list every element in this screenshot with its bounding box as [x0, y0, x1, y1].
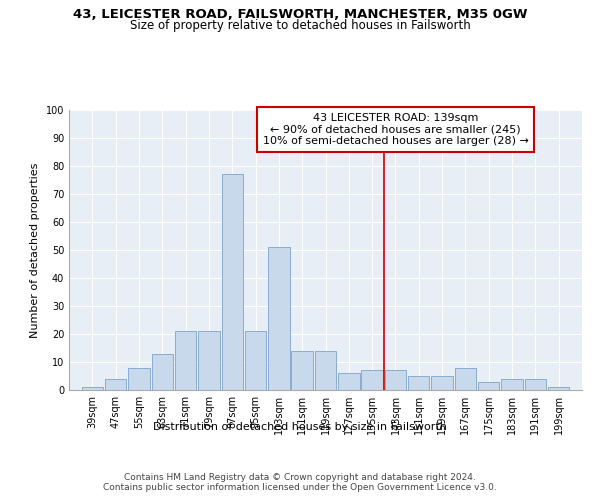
Bar — [408, 376, 430, 390]
Bar — [361, 370, 383, 390]
Bar — [385, 370, 406, 390]
Bar — [478, 382, 499, 390]
Y-axis label: Number of detached properties: Number of detached properties — [30, 162, 40, 338]
Text: 43 LEICESTER ROAD: 139sqm
← 90% of detached houses are smaller (245)
10% of semi: 43 LEICESTER ROAD: 139sqm ← 90% of detac… — [263, 113, 529, 146]
Text: Size of property relative to detached houses in Failsworth: Size of property relative to detached ho… — [130, 19, 470, 32]
Text: Contains HM Land Registry data © Crown copyright and database right 2024.: Contains HM Land Registry data © Crown c… — [124, 472, 476, 482]
Bar — [82, 387, 103, 390]
Bar — [268, 247, 290, 390]
Bar — [548, 387, 569, 390]
Bar — [221, 174, 243, 390]
Text: Distribution of detached houses by size in Failsworth: Distribution of detached houses by size … — [153, 422, 447, 432]
Bar — [431, 376, 453, 390]
Bar — [524, 379, 546, 390]
Text: 43, LEICESTER ROAD, FAILSWORTH, MANCHESTER, M35 0GW: 43, LEICESTER ROAD, FAILSWORTH, MANCHEST… — [73, 8, 527, 20]
Bar — [105, 379, 127, 390]
Bar — [198, 331, 220, 390]
Bar — [175, 331, 196, 390]
Bar — [128, 368, 149, 390]
Bar — [152, 354, 173, 390]
Bar — [315, 351, 336, 390]
Bar — [502, 379, 523, 390]
Bar — [338, 373, 359, 390]
Bar — [245, 331, 266, 390]
Bar — [292, 351, 313, 390]
Text: Contains public sector information licensed under the Open Government Licence v3: Contains public sector information licen… — [103, 484, 497, 492]
Bar — [455, 368, 476, 390]
